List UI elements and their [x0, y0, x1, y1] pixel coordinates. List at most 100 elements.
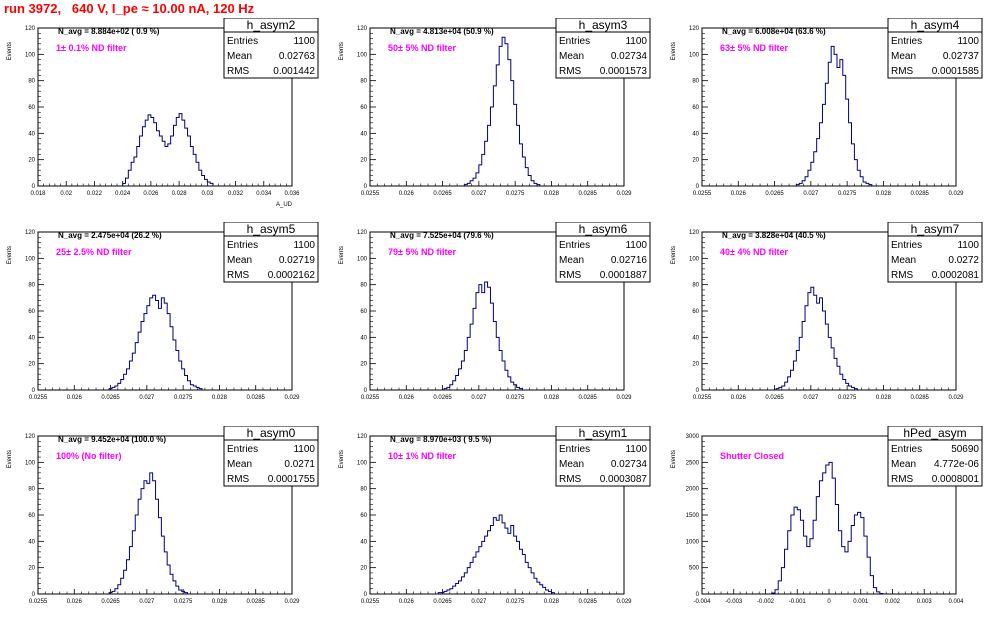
stats-value: 1100 [625, 240, 647, 251]
x-tick-label: 0.0285 [579, 395, 598, 401]
histogram-svg: 0.018 0.02 0.022 0.024 0.026 0.028 0.03 0.032 0.… [7, 18, 319, 208]
histogram-bin [156, 499, 159, 594]
y-axis-title: Events [671, 246, 677, 264]
y-axis-title: Events [671, 450, 677, 468]
y-tick-label: 20 [28, 158, 35, 164]
histogram-bin [828, 62, 831, 186]
x-tick-label: 0.026 [399, 395, 415, 401]
y-tick-label: 120 [357, 26, 368, 32]
histogram-bin [522, 157, 525, 186]
histogram-bin [173, 340, 176, 390]
y-tick-label: 80 [692, 79, 699, 85]
histogram-bin [499, 351, 502, 391]
histogram-bin [165, 147, 168, 187]
histogram-bin [796, 185, 799, 186]
histogram-bin [473, 178, 476, 186]
histogram-svg: 0.0255 0.026 0.0265 0.027 0.0275 0.028 0.0285 0… [339, 18, 651, 197]
histogram-outline [463, 36, 541, 186]
y-tick-label: 60 [28, 309, 35, 315]
histogram-bin [819, 481, 822, 594]
histogram-bin [793, 361, 796, 390]
histogram-outline [437, 514, 555, 594]
histogram-bin [131, 162, 134, 186]
stats-box-frame [555, 426, 651, 487]
y-tick-label: 60 [692, 309, 699, 315]
x-tick-label: -0.004 [693, 599, 711, 605]
histogram-bin [828, 337, 831, 390]
histogram-bin [848, 541, 851, 594]
histogram-bin [490, 107, 493, 186]
histogram-bin [499, 515, 502, 594]
histogram-bin [464, 351, 467, 391]
stats-value: 4.772e-06 [934, 459, 979, 470]
histogram-bin [167, 314, 170, 390]
histogram-name: h_asym2 [247, 18, 296, 32]
histogram-bin [829, 462, 832, 594]
filter-label: 100% (No filter) [56, 451, 122, 461]
histogram-bin [496, 337, 499, 390]
histogram-bin [534, 183, 537, 186]
histogram-bin [476, 552, 479, 594]
histogram-bin [185, 128, 188, 186]
x-tick-label: 0.0275 [506, 599, 525, 605]
histogram-panel-h_asym5: 0.0255 0.026 0.0265 0.027 0.0275 0.028 0.0285 0… [0, 222, 330, 422]
histogram-bin [190, 385, 193, 390]
histogram-bin [188, 136, 191, 186]
histogram-bin [473, 308, 476, 390]
histogram-bin [479, 285, 482, 390]
histogram-bin [127, 369, 130, 390]
histogram-bin [176, 586, 179, 594]
histogram-bin [496, 65, 499, 186]
x-tick-label: 0.027 [803, 191, 819, 197]
histogram-bin [193, 154, 196, 186]
histogram-bin [461, 361, 464, 390]
histogram-bin [525, 168, 528, 186]
histogram-bin [508, 377, 511, 390]
histogram-bin [804, 536, 807, 594]
y-tick-label: 60 [28, 105, 35, 111]
stats-value: 0.0272 [948, 255, 979, 266]
histogram-bin [488, 531, 491, 594]
stats-value: 0.0001755 [268, 474, 316, 485]
stats-box: h_asym3 Entries 1100 Mean 0.02734 RMS 0.000157… [555, 18, 651, 79]
histogram-bin [499, 46, 502, 186]
histogram-bin [805, 306, 808, 390]
histogram-bin [802, 181, 805, 186]
histogram-bin [866, 183, 869, 186]
y-tick-label: 20 [360, 158, 367, 164]
stats-label: RMS [559, 270, 582, 281]
histogram-panel-h_asym2: 0.018 0.02 0.022 0.024 0.026 0.028 0.03 0.032 0.… [0, 18, 330, 218]
y-tick-label: 60 [692, 105, 699, 111]
x-tick-label: 0.029 [284, 395, 300, 401]
filter-label: 10± 1% ND filter [388, 451, 456, 461]
x-tick-label: 0.024 [115, 191, 131, 197]
y-tick-label: 2000 [686, 487, 700, 493]
histogram-panel-h_asym3: 0.0255 0.026 0.0265 0.027 0.0275 0.028 0.0285 0… [332, 18, 662, 218]
x-tick-label: 0.003 [917, 599, 933, 605]
stats-value: 0.02734 [611, 459, 648, 470]
x-tick-label: 0.027 [471, 395, 487, 401]
histogram-bin [456, 583, 459, 594]
x-tick-label: 0.026 [399, 191, 415, 197]
histogram-outline [108, 472, 188, 594]
histogram-bin [182, 120, 185, 186]
histogram-bin [860, 177, 863, 186]
histogram-panel-h_asym4: 0.0255 0.026 0.0265 0.027 0.0275 0.028 0.0285 0… [664, 18, 994, 218]
histogram-bin [112, 387, 115, 390]
stats-label: Mean [559, 459, 584, 470]
histogram-bin [138, 332, 141, 390]
histogram-bin [121, 578, 124, 594]
n-avg-label: N_avg = 4.813e+04 (50.9 %) [390, 27, 494, 36]
y-tick-label: 80 [360, 283, 367, 289]
histogram-bin [517, 125, 520, 186]
histogram-name: h_asym5 [247, 222, 296, 236]
histogram-bin [522, 555, 525, 595]
stats-value: 50690 [951, 444, 979, 455]
histogram-bin [537, 582, 540, 594]
histogram-bin [849, 123, 852, 186]
filter-label: 40± 4% ND filter [720, 247, 788, 257]
x-tick-label: 0.036 [284, 191, 300, 197]
y-tick-label: 80 [28, 487, 35, 493]
stats-box-frame [223, 426, 319, 487]
y-tick-label: 120 [25, 434, 36, 440]
